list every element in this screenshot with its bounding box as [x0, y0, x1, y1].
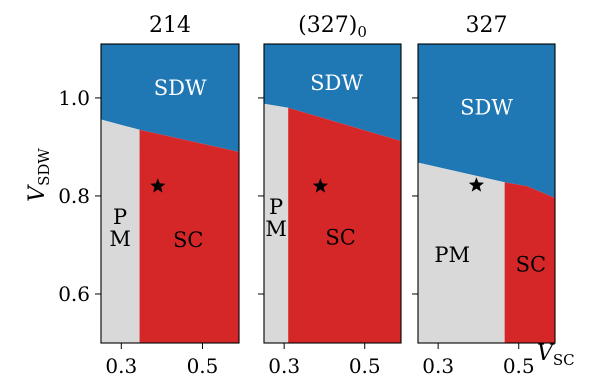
region-label-line: SDW	[460, 96, 513, 120]
y-tick-label: 1.0	[58, 86, 90, 110]
region-label-sc: SC	[325, 226, 355, 250]
axes-frame	[263, 43, 402, 344]
region-sc	[139, 129, 239, 343]
x-tick-label: 0.3	[422, 354, 454, 378]
region-label-line: SDW	[154, 76, 207, 100]
panel-title-sub: 0	[357, 23, 367, 41]
x-axis-label: VSC	[537, 341, 575, 369]
region-label-sdw: SDW	[460, 96, 513, 120]
panel-1: SDW P M SC 0.3 0.5 0.6 0.8 1.0 214	[58, 13, 240, 378]
y-axis-label-main: V	[25, 184, 50, 202]
region-label-line: PM	[434, 243, 470, 267]
region-sdw	[101, 44, 239, 152]
region-sc	[504, 182, 555, 343]
star-marker	[150, 178, 166, 193]
panel-3: SDW PM SC 0.3 0.5 327	[412, 13, 556, 378]
axes-frame	[100, 43, 240, 344]
x-axis-label-main: V	[537, 341, 555, 366]
x-tick-label: 0.5	[349, 354, 381, 378]
region-label-line: SC	[173, 228, 203, 252]
region-label-sdw: SDW	[154, 76, 207, 100]
panel-title: 214	[149, 13, 191, 38]
x-tick-label: 0.5	[503, 354, 535, 378]
region-pm	[418, 162, 505, 343]
y-axis-label-sub: SDW	[35, 148, 53, 186]
x-tick-label: 0.3	[105, 354, 137, 378]
region-label-line: M	[109, 227, 131, 251]
region-label-line: P	[113, 205, 127, 229]
region-label-line: SDW	[310, 71, 363, 95]
star-marker	[312, 178, 328, 193]
panel-title-main: (327)	[298, 13, 357, 38]
panel-title: (327)0	[298, 13, 367, 41]
x-tick-label: 0.5	[187, 354, 219, 378]
region-sdw	[418, 44, 555, 198]
x-axis-label-sub: SC	[553, 351, 575, 369]
region-label-pm: PM	[434, 243, 470, 267]
region-sdw	[264, 44, 401, 142]
panel-title-main: 327	[466, 13, 508, 38]
panel-title-main: 214	[149, 13, 191, 38]
region-pm	[264, 103, 289, 343]
region-label-sc: SC	[516, 253, 546, 277]
region-label-line: SC	[516, 253, 546, 277]
axes-frame	[417, 43, 556, 344]
y-tick-label: 0.8	[58, 184, 90, 208]
region-label-line: P	[269, 195, 283, 219]
star-marker	[468, 177, 484, 192]
region-label-line: M	[265, 217, 287, 241]
region-label-line: SC	[325, 226, 355, 250]
x-tick-label: 0.3	[268, 354, 300, 378]
y-tick-label: 0.6	[58, 282, 90, 306]
region-label-sc: SC	[173, 228, 203, 252]
y-axis-label: VSDW	[25, 148, 53, 202]
panel-title: 327	[466, 13, 508, 38]
region-pm	[101, 119, 140, 343]
panel-2: SDW P M SC 0.3 0.5 (327)0	[258, 13, 402, 378]
region-label-sdw: SDW	[310, 71, 363, 95]
region-sc	[288, 107, 401, 343]
